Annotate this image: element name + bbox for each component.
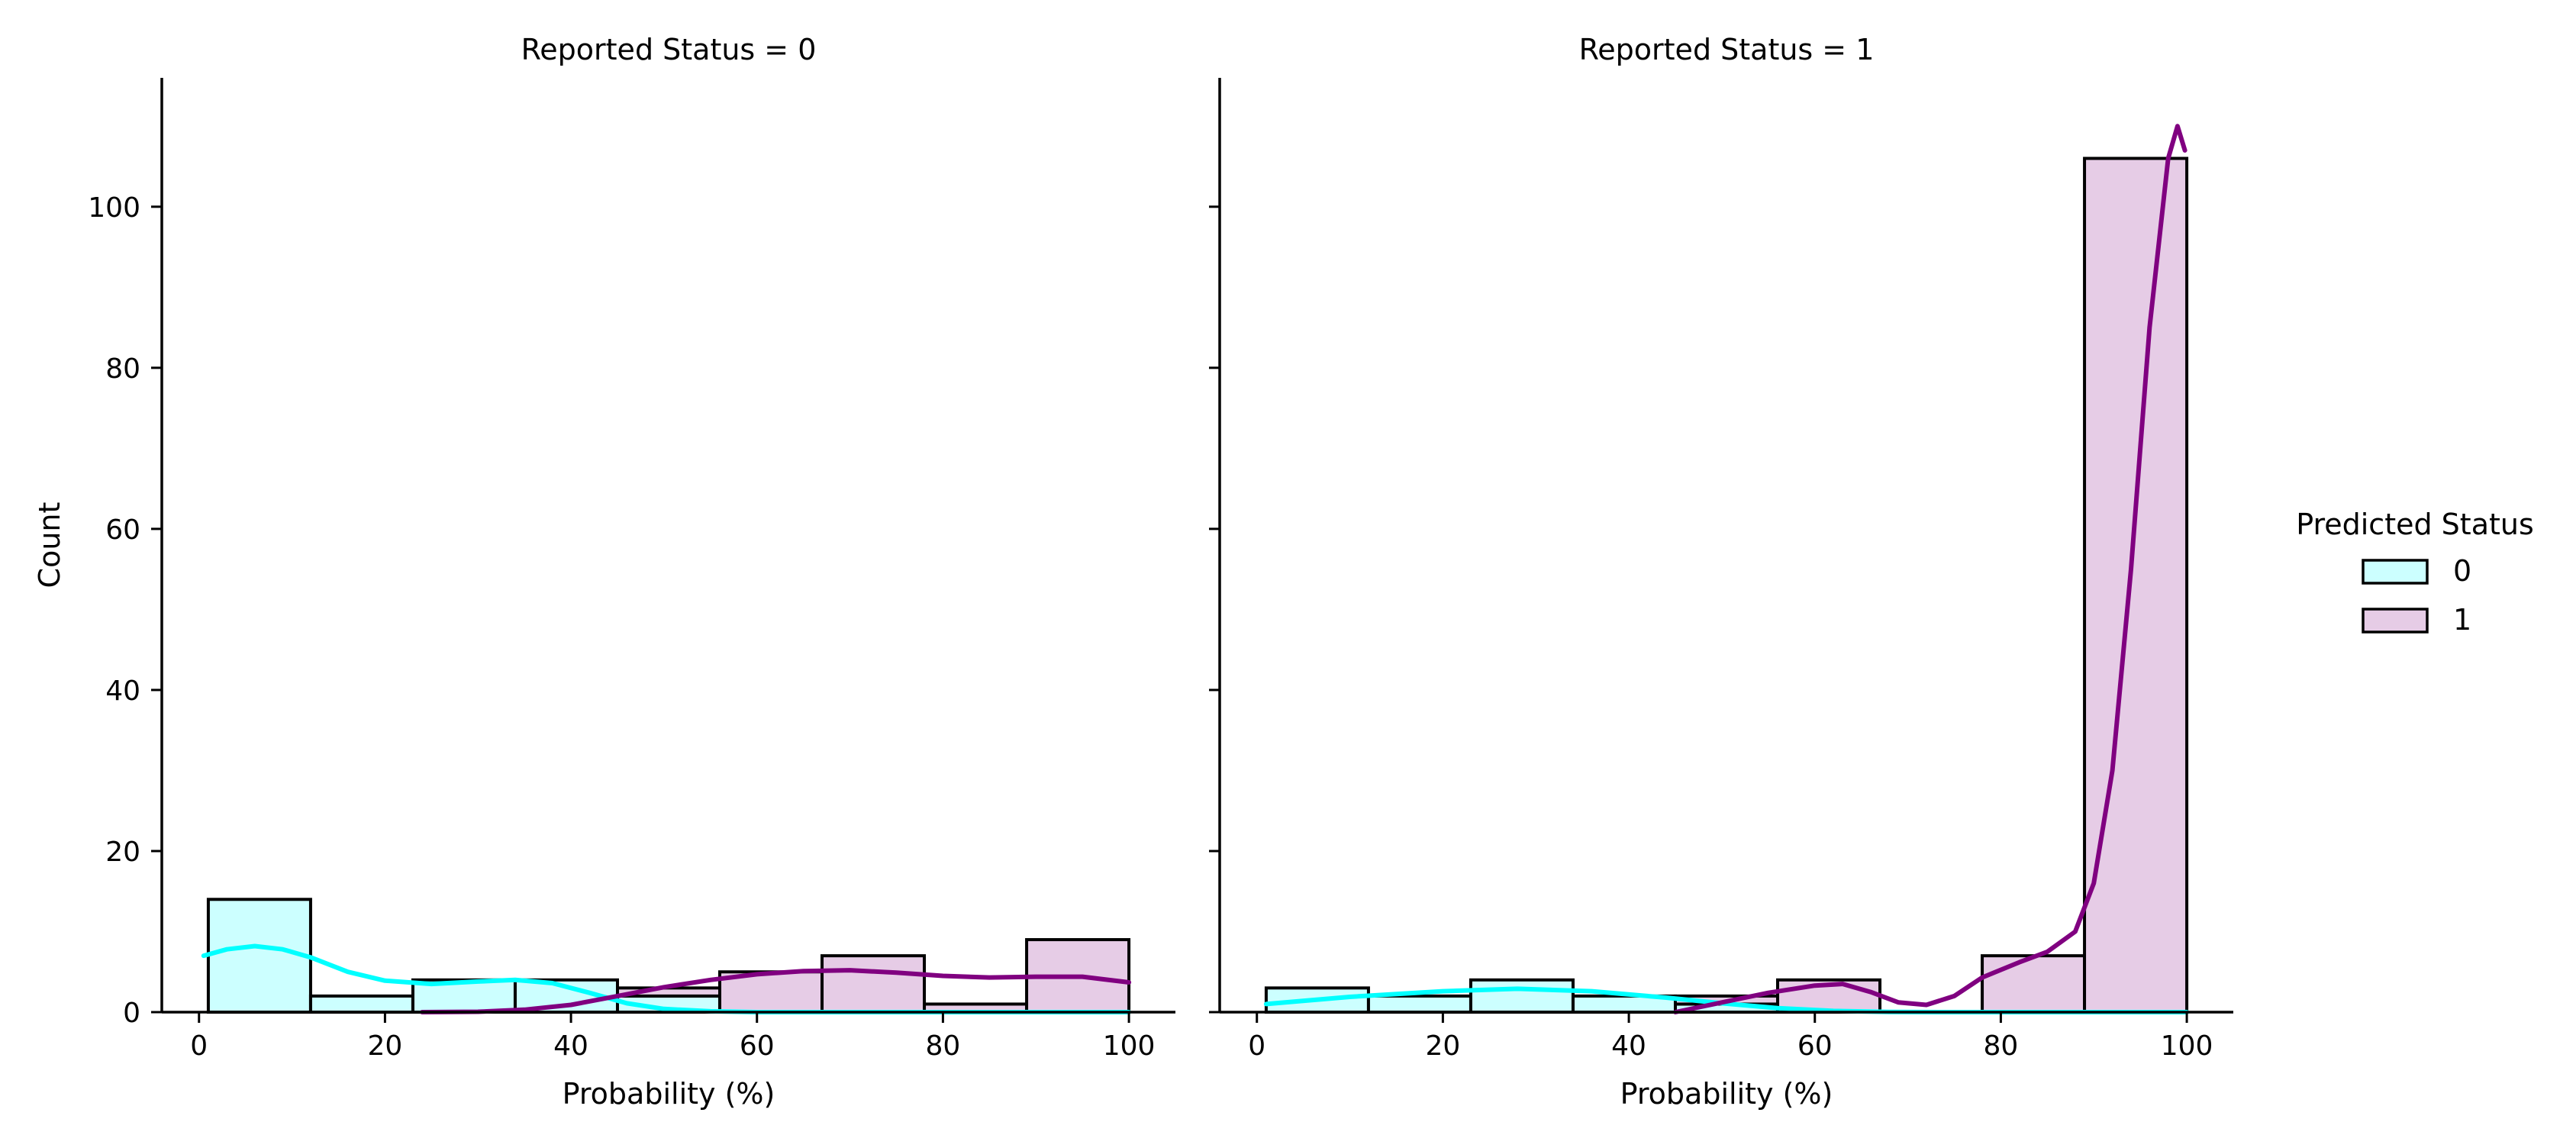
legend-title: Predicted Status bbox=[2296, 508, 2534, 541]
x-tick-label: 20 bbox=[367, 1030, 402, 1062]
kde-line-series-0 bbox=[201, 943, 1132, 1014]
x-tick-label: 20 bbox=[1425, 1030, 1460, 1062]
x-tick-label: 60 bbox=[1797, 1030, 1833, 1062]
x-tick-label: 0 bbox=[1248, 1030, 1265, 1062]
x-tick-label: 40 bbox=[553, 1030, 588, 1062]
x-tick-label: 100 bbox=[2161, 1030, 2213, 1062]
histogram-bar bbox=[2083, 156, 2189, 1014]
x-tick-label: 100 bbox=[1103, 1030, 1156, 1062]
x-axis-label: Probability (%) bbox=[1620, 1077, 1833, 1111]
y-tick-label: 20 bbox=[105, 837, 140, 868]
facet-title: Reported Status = 0 bbox=[521, 33, 817, 66]
legend-swatch-0 bbox=[2362, 559, 2429, 585]
y-tick-label: 40 bbox=[105, 676, 140, 707]
legend-label: 0 bbox=[2453, 554, 2471, 588]
kde-line-series-1 bbox=[1673, 124, 2188, 1014]
y-tick-label: 60 bbox=[105, 514, 140, 546]
kde-line-series-1 bbox=[420, 968, 1132, 1014]
x-axis-label: Probability (%) bbox=[563, 1077, 775, 1111]
x-tick-label: 60 bbox=[740, 1030, 775, 1062]
x-tick-label: 40 bbox=[1611, 1030, 1646, 1062]
x-tick-label: 80 bbox=[926, 1030, 961, 1062]
histogram-bar bbox=[1981, 954, 2087, 1014]
histogram-bar bbox=[308, 994, 414, 1014]
x-tick-label: 0 bbox=[190, 1030, 208, 1062]
y-tick-label: 100 bbox=[88, 192, 140, 224]
histogram-bar bbox=[206, 898, 312, 1014]
histogram-bar bbox=[1366, 994, 1472, 1014]
histogram-bar bbox=[1469, 978, 1575, 1014]
facet-title: Reported Status = 1 bbox=[1579, 33, 1875, 66]
legend-swatch-1 bbox=[2362, 608, 2429, 634]
x-tick-label: 80 bbox=[1984, 1030, 2019, 1062]
y-axis-label: Count bbox=[33, 502, 66, 589]
y-tick-label: 0 bbox=[123, 998, 140, 1029]
histogram-bar bbox=[821, 954, 927, 1014]
y-tick-label: 80 bbox=[105, 353, 140, 385]
legend-label: 1 bbox=[2453, 603, 2471, 637]
